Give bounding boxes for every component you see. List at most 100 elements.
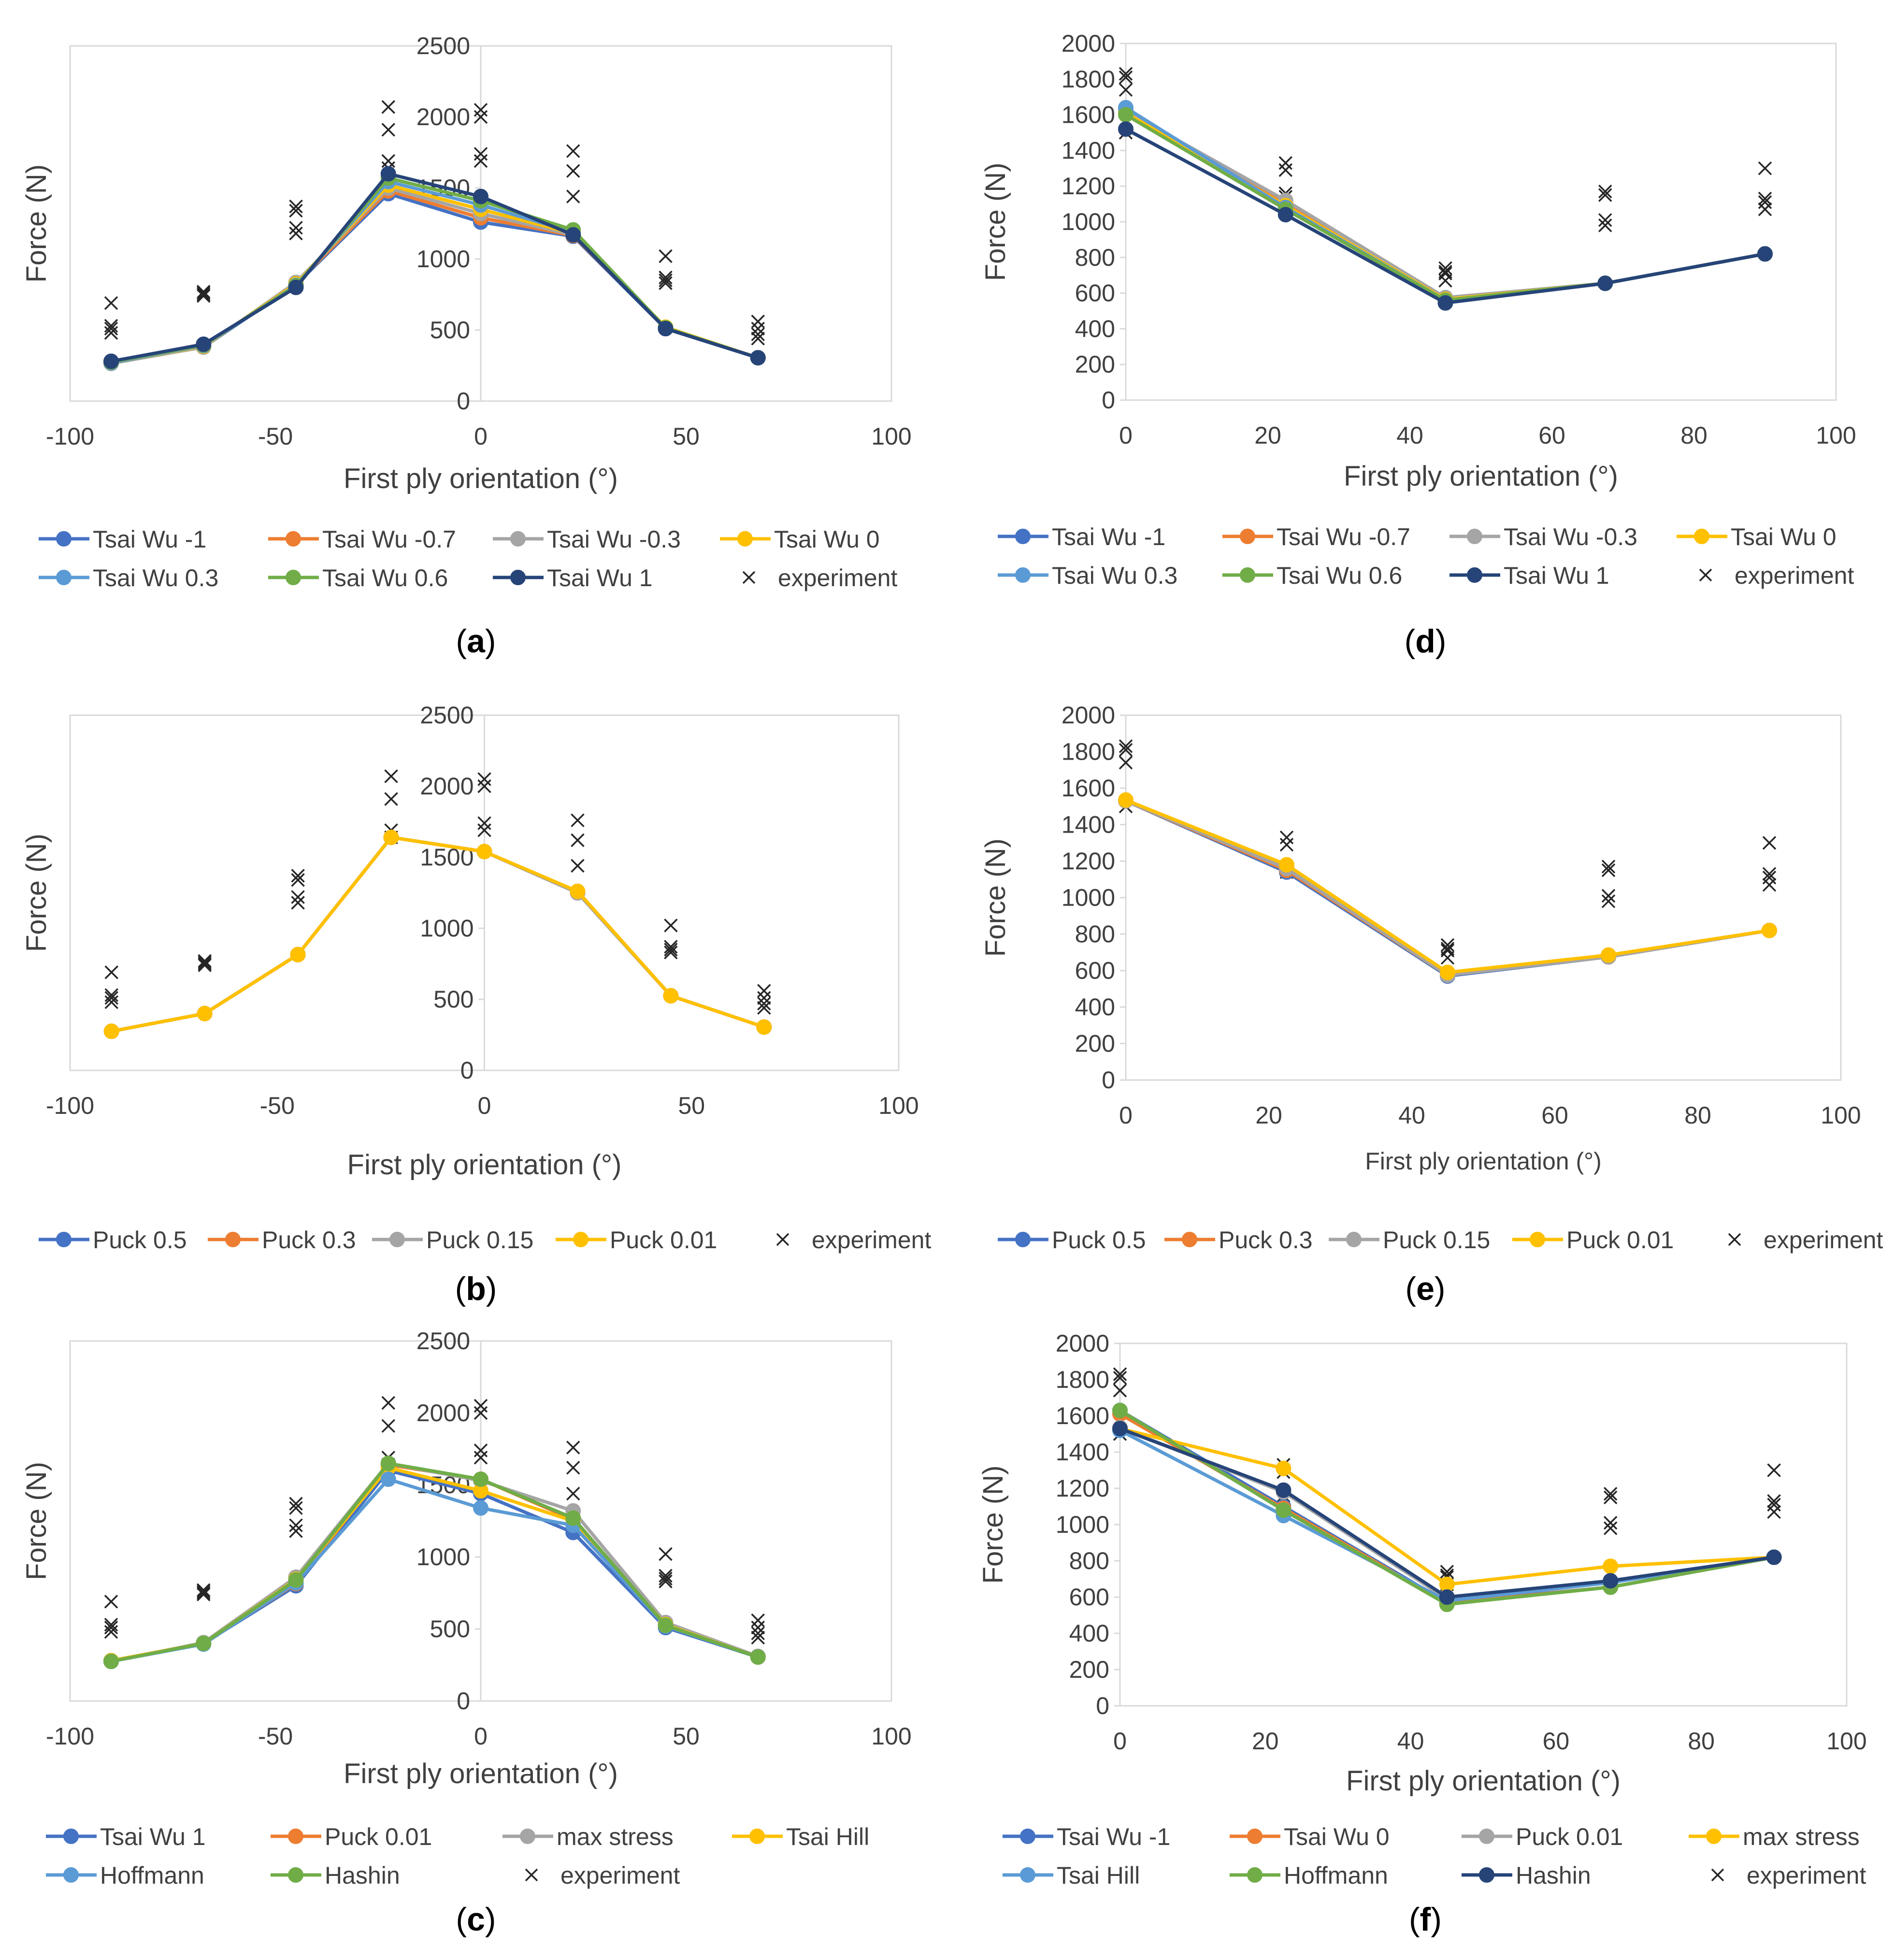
legend-label: Tsai Wu -0.7 [1277,523,1410,550]
experiment-point [104,326,118,340]
experiment-point [1279,830,1294,845]
experiment-point [1440,1565,1454,1579]
legend-item: Tsai Wu 1 [1449,562,1609,589]
legend-label: Tsai Wu -0.3 [547,526,681,553]
y-tick-label: 0 [1102,387,1115,414]
legend-cross-icon [525,1868,538,1882]
experiment-point [291,873,305,887]
experiment-point [289,203,303,218]
x-axis-title: First ply orientation (°) [344,1758,618,1789]
experiment-point [1113,1371,1127,1385]
legend-marker-icon [1240,567,1255,583]
experiment-point [751,1630,765,1645]
legend-marker-icon [225,1232,241,1247]
experiment-point [474,1406,488,1420]
x-axis-title: First ply orientation (°) [347,1149,622,1181]
experiment-point [1758,195,1772,209]
experiment-point [751,1626,765,1641]
legend-item: Tsai Wu 0.3 [39,564,218,591]
experiment-point [1278,156,1292,170]
legend-label: Tsai Wu 0.3 [1052,562,1177,589]
legend-label: Tsai Wu 0 [1284,1823,1390,1850]
legend-label: Puck 0.3 [1219,1226,1313,1254]
data-point [1603,1573,1619,1589]
experiment-point [566,1441,580,1455]
experiment-point [1438,261,1452,275]
experiment-point [197,1587,211,1601]
y-tick-label: 2500 [416,32,470,59]
legend-label: experiment [1764,1226,1883,1254]
experiment-point [1601,860,1616,874]
legend-item: Hoffmann [1230,1862,1388,1889]
legend-label: experiment [778,564,897,591]
data-point [288,279,304,295]
legend-marker-icon [286,531,301,547]
x-tick-label: 50 [678,1092,705,1119]
experiment-point [571,813,585,827]
experiment-point [751,321,765,336]
legend-label: Puck 0.01 [1516,1823,1623,1850]
legend-item: Puck 0.01 [1462,1823,1623,1850]
y-tick-label: 1000 [416,245,470,273]
experiment-point [197,288,211,302]
experiment-point [198,958,212,972]
legend-item: Tsai Wu 0.6 [1222,562,1402,589]
legend-label: experiment [812,1226,931,1254]
panel-label: (d) [1405,623,1447,660]
experiment-point [566,1486,580,1501]
experiment-point [198,954,212,968]
legend-marker-icon [749,1829,765,1844]
experiment-point [664,945,678,960]
experiment-point [751,331,765,346]
y-tick-label: 0 [457,388,470,415]
data-point [1118,121,1134,137]
experiment-point [659,273,673,288]
series-tsai-wu-0-7 [1118,102,1773,306]
legend-marker-icon [737,531,753,547]
experiment-point [289,1524,303,1538]
data-point [1118,792,1134,808]
legend-label: experiment [1747,1862,1866,1889]
experiment-point [291,895,305,910]
series-line [111,1461,759,1663]
y-tick-label: 2000 [416,1399,470,1427]
data-point [1276,1502,1291,1518]
chart-d: 0 200 400 600 800 1000 1200 1400 1600 1800 2000 0 20… [980,30,1856,660]
legend-marker-icon [1240,529,1255,544]
panel-label: (e) [1405,1270,1445,1307]
legend-label: Tsai Wu -0.3 [1504,523,1637,550]
legend-marker-icon [510,570,526,585]
experiment-point [197,285,211,299]
legend-label: Puck 0.15 [426,1226,533,1254]
legend-marker-icon [1346,1232,1362,1247]
experiment-point [1119,70,1133,85]
data-point [1597,275,1613,291]
x-tick-label: 50 [673,423,700,450]
legend-label: Tsai Hill [1057,1862,1140,1889]
legend-item: Tsai Hill [1003,1862,1140,1889]
data-point [1118,107,1134,123]
legend-marker-icon [1467,567,1482,583]
y-tick-label: 1200 [1056,1475,1109,1502]
y-tick-label: 1600 [1062,101,1115,129]
legend-item: Tsai Wu -0.7 [1222,523,1410,550]
legend-label: Tsai Wu 0.6 [322,564,448,591]
series-max-stress [1112,1421,1782,1592]
experiment-point [757,984,771,998]
experiment-point [1438,266,1452,281]
legend-marker-icon [1694,529,1709,544]
data-point [565,1510,581,1526]
experiment-point [289,1501,303,1515]
experiment-point [1119,83,1133,97]
experiment-point [566,189,580,203]
experiment-point [474,147,488,161]
experiment-point [1119,755,1133,770]
x-axis-title: First ply orientation (°) [1346,1765,1621,1797]
series-tsai-wu-0 [1118,105,1773,307]
x-tick-label: -100 [46,1723,94,1750]
experiment-point [291,890,305,904]
x-tick-label: -50 [260,1092,295,1119]
data-point [658,321,674,337]
experiment-point [289,221,303,235]
